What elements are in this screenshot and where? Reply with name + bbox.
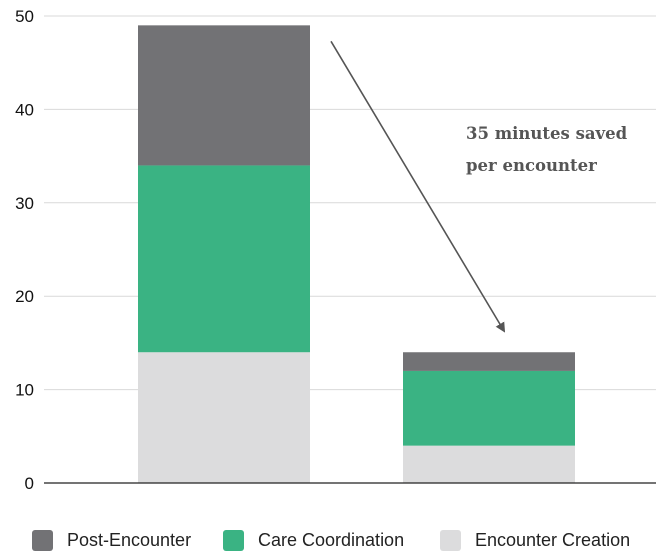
legend-label-care-coordination: Care Coordination: [258, 529, 405, 550]
legend-item-post-encounter: Post-Encounter: [32, 528, 191, 552]
annotation-line-2: per encounter: [466, 156, 597, 175]
bar-1-encounter-creation: [138, 352, 310, 483]
bar-2-post-encounter: [403, 352, 575, 371]
legend: Post-Encounter Care Coordination Encount…: [0, 528, 662, 552]
y-axis-tick-labels: 0 10 20 30 40 50: [15, 7, 34, 493]
savings-annotation: 35 minutes saved per encounter: [466, 118, 627, 182]
y-tick-label-50: 50: [15, 7, 34, 26]
y-tick-label-0: 0: [25, 474, 34, 493]
legend-swatch-care-coordination: [223, 529, 244, 551]
bar-1-post-encounter: [138, 25, 310, 166]
y-tick-label-10: 10: [15, 381, 34, 400]
legend-swatch-encounter-creation: [440, 529, 461, 551]
bars: [138, 25, 575, 483]
legend-label-encounter-creation: Encounter Creation: [475, 529, 631, 550]
y-tick-label-20: 20: [15, 287, 34, 306]
bar-1-care-coordination: [138, 165, 310, 353]
legend-swatch-post-encounter: [32, 529, 53, 551]
bar-2-encounter-creation: [403, 445, 575, 483]
y-tick-label-40: 40: [15, 100, 34, 119]
legend-item-encounter-creation: Encounter Creation: [440, 528, 630, 552]
legend-item-care-coordination: Care Coordination: [223, 528, 404, 552]
annotation-line-1: 35 minutes saved: [466, 124, 628, 143]
legend-label-post-encounter: Post-Encounter: [67, 529, 192, 550]
savings-arrow: [330, 40, 506, 333]
bar-2-care-coordination: [403, 370, 575, 446]
y-tick-label-30: 30: [15, 194, 34, 213]
